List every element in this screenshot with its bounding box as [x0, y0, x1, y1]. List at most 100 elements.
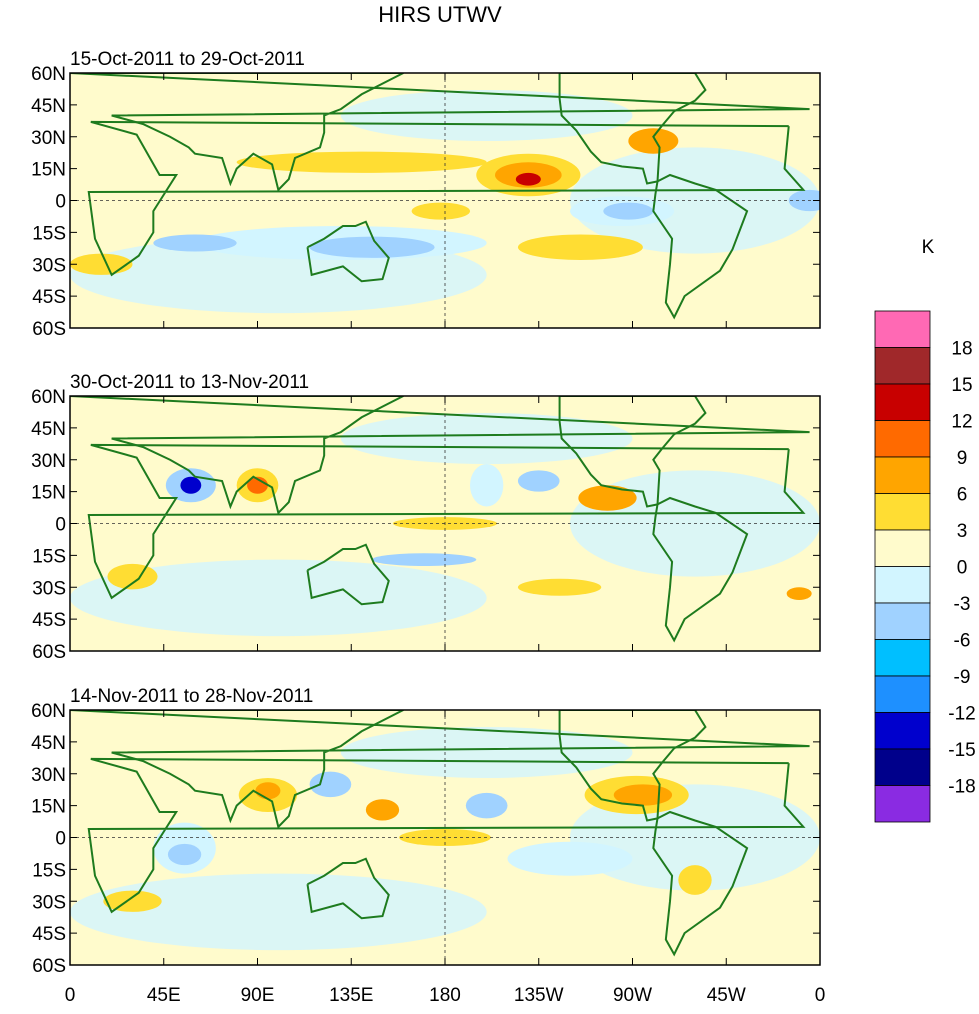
colorbar-box	[874, 420, 931, 458]
y-tick-label: 30N	[31, 128, 66, 149]
y-tick-label: 60S	[32, 319, 66, 340]
y-tick-label: 60S	[32, 956, 66, 977]
coastline	[70, 396, 810, 515]
anomaly-region	[411, 202, 471, 220]
anomaly-region	[70, 253, 133, 275]
colorbar-box	[874, 383, 931, 421]
colorbar-box	[874, 493, 931, 531]
colorbar-box	[874, 456, 931, 494]
x-tick-label: 45E	[147, 985, 181, 1006]
anomaly-region	[372, 553, 477, 566]
colorbar-box	[874, 566, 931, 604]
y-tick-label: 15S	[32, 860, 66, 881]
anomaly-region	[578, 485, 637, 511]
panel-subtitle: 30-Oct-2011 to 13-Nov-2011	[70, 372, 309, 393]
anomaly-region	[167, 843, 202, 866]
x-tick-label: 90W	[613, 985, 652, 1006]
y-tick-label: 45N	[31, 419, 66, 440]
y-tick-label: 45S	[32, 610, 66, 631]
colorbar-box	[874, 712, 931, 750]
colorbar-label: 18	[951, 339, 972, 360]
coastline	[558, 710, 707, 822]
colorbar-label: 3	[957, 521, 968, 542]
colorbar-label: -6	[954, 631, 971, 652]
anomaly-region	[515, 172, 541, 186]
y-tick-label: 45S	[32, 287, 66, 308]
y-tick-label: 15N	[31, 483, 66, 504]
chart-title: HIRS UTWV	[378, 2, 502, 27]
y-tick-label: 30S	[32, 578, 66, 599]
anomaly-region	[153, 234, 237, 252]
anomaly-region	[470, 464, 504, 507]
coastline	[306, 220, 390, 283]
colorbar-label: 12	[951, 412, 972, 433]
anomaly-region	[517, 470, 560, 492]
y-tick-label: 0	[55, 515, 66, 536]
y-tick-label: 60N	[31, 64, 66, 85]
y-tick-label: 45S	[32, 924, 66, 945]
anomaly-region	[465, 792, 508, 819]
colorbar-box	[874, 347, 931, 385]
colorbar-label: 9	[957, 448, 968, 469]
colorbar-label: -15	[948, 740, 975, 761]
x-tick-label: 0	[815, 985, 826, 1006]
x-tick-label: 180	[429, 985, 461, 1006]
y-tick-label: 30N	[31, 765, 66, 786]
y-tick-label: 60N	[31, 701, 66, 722]
x-tick-label: 45W	[707, 985, 746, 1006]
anomaly-region	[786, 587, 812, 600]
colorbar-label: 0	[957, 558, 968, 579]
anomaly-region	[517, 578, 602, 596]
units-label: K	[922, 237, 935, 258]
y-tick-label: 15S	[32, 223, 66, 244]
coastline	[306, 543, 390, 606]
y-tick-label: 0	[55, 829, 66, 850]
colorbar-label: -18	[948, 777, 975, 798]
anomaly-region	[309, 771, 352, 798]
coastline	[652, 810, 749, 957]
colorbar: 18 15 12 9 6 3 0 -3 -6 -9 -12 -15 -18	[874, 310, 976, 823]
anomaly-region-background	[70, 873, 487, 951]
y-tick-label: 30S	[32, 255, 66, 276]
anomaly-region	[603, 202, 654, 220]
coastline	[558, 73, 707, 185]
y-tick-label: 15N	[31, 797, 66, 818]
anomaly-region-background	[70, 559, 487, 637]
colorbar-box	[874, 675, 931, 713]
anomaly-region	[180, 476, 202, 494]
anomaly-region	[517, 234, 643, 260]
coastline	[87, 120, 806, 277]
y-tick-label: 60S	[32, 642, 66, 663]
panel-subtitle: 15-Oct-2011 to 29-Oct-2011	[70, 49, 305, 70]
colorbar-label: -3	[954, 594, 971, 615]
y-tick-label: 45N	[31, 96, 66, 117]
colorbar-box	[874, 602, 931, 640]
y-tick-label: 30N	[31, 451, 66, 472]
panel-subtitle: 14-Nov-2011 to 28-Nov-2011	[70, 686, 313, 707]
anomaly-region	[309, 236, 435, 258]
anomaly-region	[255, 782, 281, 800]
anomaly-region	[628, 128, 679, 154]
colorbar-label: -12	[948, 704, 975, 725]
coastline	[70, 710, 810, 829]
anomaly-region	[365, 799, 400, 821]
coastline	[558, 396, 707, 508]
colorbar-label: 15	[951, 375, 972, 396]
y-tick-label: 15N	[31, 160, 66, 181]
colorbar-box	[874, 639, 931, 677]
anomaly-region	[678, 865, 712, 895]
anomaly-region	[103, 890, 162, 912]
coastline	[306, 857, 390, 920]
colorbar-label: 6	[957, 485, 968, 506]
anomaly-region	[613, 784, 673, 806]
coastline	[87, 443, 806, 600]
colorbar-box	[874, 529, 931, 567]
x-tick-label: 135E	[329, 985, 373, 1006]
y-tick-label: 30S	[32, 892, 66, 913]
y-tick-label: 45N	[31, 733, 66, 754]
colorbar-box	[874, 748, 931, 786]
y-tick-label: 60N	[31, 387, 66, 408]
